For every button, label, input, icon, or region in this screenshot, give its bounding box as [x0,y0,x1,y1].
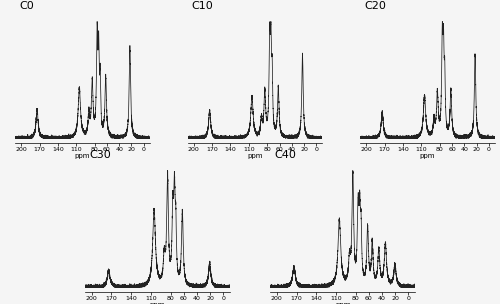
X-axis label: ppm: ppm [420,154,436,159]
Text: C10: C10 [192,2,214,11]
X-axis label: ppm: ppm [335,302,350,304]
X-axis label: ppm: ppm [74,154,90,159]
Text: C0: C0 [19,2,34,11]
X-axis label: ppm: ppm [247,154,263,159]
X-axis label: ppm: ppm [150,302,165,304]
Text: C30: C30 [90,150,111,160]
Text: C40: C40 [274,150,296,160]
Text: C20: C20 [364,2,386,11]
